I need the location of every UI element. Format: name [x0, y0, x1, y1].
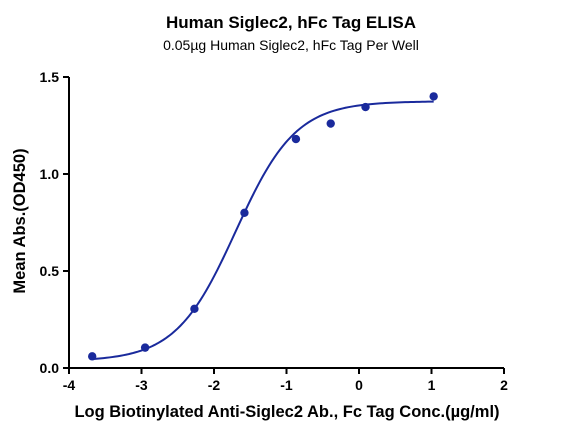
y-tick-label: 0.5 — [40, 263, 60, 279]
x-tick-label: -4 — [63, 377, 76, 393]
data-point — [429, 92, 438, 101]
y-tick-label: 1.5 — [40, 69, 60, 85]
x-tick-label: 0 — [355, 377, 363, 393]
data-point — [361, 102, 370, 112]
fit-curve — [92, 100, 434, 361]
x-tick-label: -3 — [135, 377, 148, 393]
x-axis-label: Log Biotinylated Anti-Siglec2 Ab., Fc Ta… — [74, 403, 499, 421]
x-tick-label: -2 — [208, 377, 221, 393]
data-point — [240, 208, 249, 217]
fit-curve-layer — [92, 100, 434, 361]
y-tick-label: 0.0 — [40, 360, 60, 376]
data-point — [326, 119, 335, 128]
x-tick-label: 2 — [500, 377, 508, 393]
data-point — [190, 304, 199, 314]
y-axis-ticks: 0.0 0.5 1.0 1.5 — [40, 69, 69, 376]
chart-subtitle: 0.05µg Human Siglec2, hFc Tag Per Well — [163, 37, 419, 53]
x-axis-ticks: -4 -3 -2 -1 0 1 2 — [63, 368, 508, 393]
x-tick-label: 1 — [428, 377, 436, 393]
axes — [68, 77, 504, 369]
data-point — [291, 134, 301, 144]
chart-title: Human Siglec2, hFc Tag ELISA — [166, 13, 416, 32]
y-tick-label: 1.0 — [40, 166, 60, 182]
y-axis-label: Mean Abs.(OD450) — [11, 148, 29, 293]
data-points-layer — [88, 92, 438, 361]
data-point — [140, 343, 150, 352]
data-point — [88, 352, 97, 361]
x-tick-label: -1 — [280, 377, 293, 393]
